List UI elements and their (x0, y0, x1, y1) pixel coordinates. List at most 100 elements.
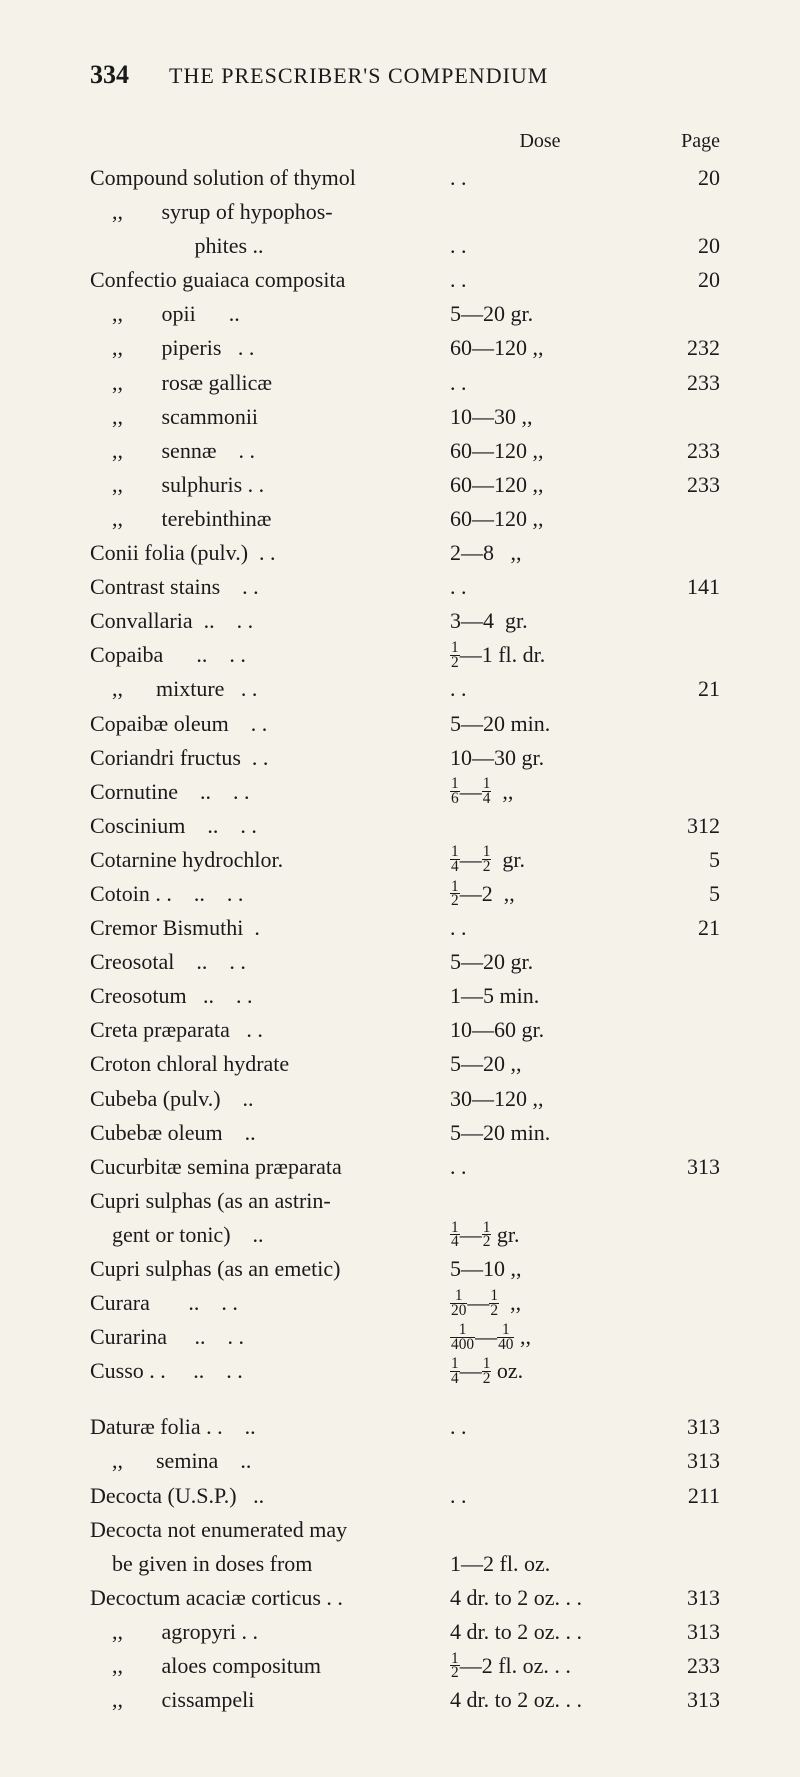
entry-page: 232 (640, 331, 730, 365)
entry-name: ,, rosæ gallicæ (90, 366, 450, 400)
entry-row: ,, sennæ . .60—120 ,,233 (90, 434, 730, 468)
entry-dose: 12—2 ,, (450, 877, 640, 911)
entry-name: ,, scammonii (90, 400, 450, 434)
entry-name: Creosotal .. . . (90, 945, 450, 979)
entry-name: Daturæ folia . . .. (90, 1410, 450, 1444)
entry-page: 313 (640, 1150, 730, 1184)
entry-name: gent or tonic) .. (90, 1218, 450, 1252)
entry-page: 20 (640, 229, 730, 263)
entry-page: 141 (640, 570, 730, 604)
entry-page: 20 (640, 161, 730, 195)
entry-page: 313 (640, 1444, 730, 1478)
entry-page: 233 (640, 434, 730, 468)
entry-name: Copaiba .. . . (90, 638, 450, 672)
entry-name: Convallaria .. . . (90, 604, 450, 638)
entry-dose: 16—14 ,, (450, 775, 640, 809)
entry-row: be given in doses from1—2 fl. oz. (90, 1547, 730, 1581)
entry-row: Creta præparata . .10—60 gr. (90, 1013, 730, 1047)
entry-name: Coscinium .. . . (90, 809, 450, 843)
section-gap (90, 1388, 730, 1410)
entry-row: Decocta not enumerated may (90, 1513, 730, 1547)
dose-header: Dose (450, 130, 630, 153)
entry-name: Croton chloral hydrate (90, 1047, 450, 1081)
entry-dose: 2—8 ,, (450, 536, 640, 570)
entry-dose: 14—12 oz. (450, 1354, 640, 1388)
entries-block-d: Daturæ folia . . ... .313 ,, semina ..31… (90, 1410, 730, 1717)
entry-row: Cotoin . . .. . .12—2 ,,5 (90, 877, 730, 911)
entry-row: ,, rosæ gallicæ. .233 (90, 366, 730, 400)
entry-row: Cornutine .. . .16—14 ,, (90, 775, 730, 809)
entry-dose: 30—120 ,, (450, 1082, 640, 1116)
entry-name: Decocta not enumerated may (90, 1513, 450, 1547)
entry-name: Curarina .. . . (90, 1320, 450, 1354)
entry-name: ,, syrup of hypophos- (90, 195, 450, 229)
entry-dose: . . (450, 366, 640, 400)
entry-dose: 10—60 gr. (450, 1013, 640, 1047)
entry-row: Croton chloral hydrate5—20 ,, (90, 1047, 730, 1081)
entry-name: Cupri sulphas (as an astrin- (90, 1184, 450, 1218)
entry-name: Compound solution of thymol (90, 161, 450, 195)
entry-name: Cotoin . . .. . . (90, 877, 450, 911)
entry-dose: . . (450, 672, 640, 706)
entry-name: ,, cissampeli (90, 1683, 450, 1717)
entry-name: ,, sennæ . . (90, 434, 450, 468)
entry-name: Curara .. . . (90, 1286, 450, 1320)
entry-name: Coriandri fructus . . (90, 741, 450, 775)
spacer (90, 130, 450, 153)
entry-row: Confectio guaiaca composita. .20 (90, 263, 730, 297)
entry-row: Daturæ folia . . ... .313 (90, 1410, 730, 1444)
entry-name: be given in doses from (90, 1547, 450, 1581)
entry-dose: . . (450, 1410, 640, 1444)
entry-name: Decocta (U.S.P.) .. (90, 1479, 450, 1513)
entry-name: ,, agropyri . . (90, 1615, 450, 1649)
page-header-col: Page (630, 130, 730, 153)
entry-dose: 12—2 fl. oz. . . (450, 1649, 640, 1683)
entry-dose: 3—4 gr. (450, 604, 640, 638)
entry-row: phites ... .20 (90, 229, 730, 263)
entry-name: ,, terebinthinæ (90, 502, 450, 536)
entry-row: Cusso . . .. . .14—12 oz. (90, 1354, 730, 1388)
entry-dose: 1—2 fl. oz. (450, 1547, 640, 1581)
entry-page: 233 (640, 1649, 730, 1683)
entry-row: Cupri sulphas (as an emetic)5—10 ,, (90, 1252, 730, 1286)
entry-row: Cotarnine hydrochlor.14—12 gr.5 (90, 843, 730, 877)
entry-dose: 60—120 ,, (450, 502, 640, 536)
entry-dose: . . (450, 1150, 640, 1184)
entry-row: Cubeba (pulv.) ..30—120 ,, (90, 1082, 730, 1116)
entry-dose: . . (450, 263, 640, 297)
entry-name: Cotarnine hydrochlor. (90, 843, 450, 877)
entry-dose: 10—30 gr. (450, 741, 640, 775)
entry-page: 312 (640, 809, 730, 843)
entry-page: 233 (640, 366, 730, 400)
entry-name: Copaibæ oleum . . (90, 707, 450, 741)
entry-name: phites .. (90, 229, 450, 263)
entry-row: Copaibæ oleum . .5—20 min. (90, 707, 730, 741)
entry-row: ,, agropyri . .4 dr. to 2 oz. . .313 (90, 1615, 730, 1649)
entry-name: Cubebæ oleum .. (90, 1116, 450, 1150)
entry-page: 313 (640, 1410, 730, 1444)
entry-row: ,, mixture . .. .21 (90, 672, 730, 706)
entry-name: Decoctum acaciæ corticus . . (90, 1581, 450, 1615)
entry-name: Cornutine .. . . (90, 775, 450, 809)
page-header: 334 THE PRESCRIBER'S COMPENDIUM (90, 60, 730, 90)
entry-dose: 14—12 gr. (450, 843, 640, 877)
entry-row: ,, syrup of hypophos- (90, 195, 730, 229)
entry-dose: 120—12 ,, (450, 1286, 640, 1320)
entry-page: 313 (640, 1683, 730, 1717)
entry-name: Cucurbitæ semina præparata (90, 1150, 450, 1184)
entry-row: Compound solution of thymol. .20 (90, 161, 730, 195)
entry-row: Creosotum .. . .1—5 min. (90, 979, 730, 1013)
entry-name: ,, opii .. (90, 297, 450, 331)
entry-row: Conii folia (pulv.) . .2—8 ,, (90, 536, 730, 570)
entry-name: Creta præparata . . (90, 1013, 450, 1047)
entry-dose: . . (450, 161, 640, 195)
entry-name: ,, mixture . . (90, 672, 450, 706)
entry-name: ,, piperis . . (90, 331, 450, 365)
entry-page: 5 (640, 877, 730, 911)
entry-name: Creosotum .. . . (90, 979, 450, 1013)
entry-page: 211 (640, 1479, 730, 1513)
entry-page: 5 (640, 843, 730, 877)
entry-page: 233 (640, 468, 730, 502)
entry-row: ,, semina ..313 (90, 1444, 730, 1478)
entry-row: Coscinium .. . . 312 (90, 809, 730, 843)
